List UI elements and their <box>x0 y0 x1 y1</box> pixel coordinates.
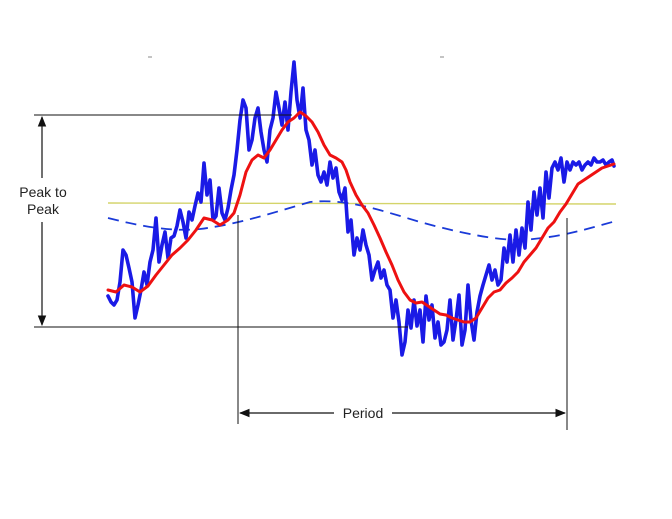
amplitude-label-line2: Peak <box>27 201 60 217</box>
amplitude-label-line1: Peak to <box>19 184 67 200</box>
raw-signal-line <box>106 60 616 357</box>
smoothed-signal-line <box>106 110 616 324</box>
period-label: Period <box>343 405 383 421</box>
